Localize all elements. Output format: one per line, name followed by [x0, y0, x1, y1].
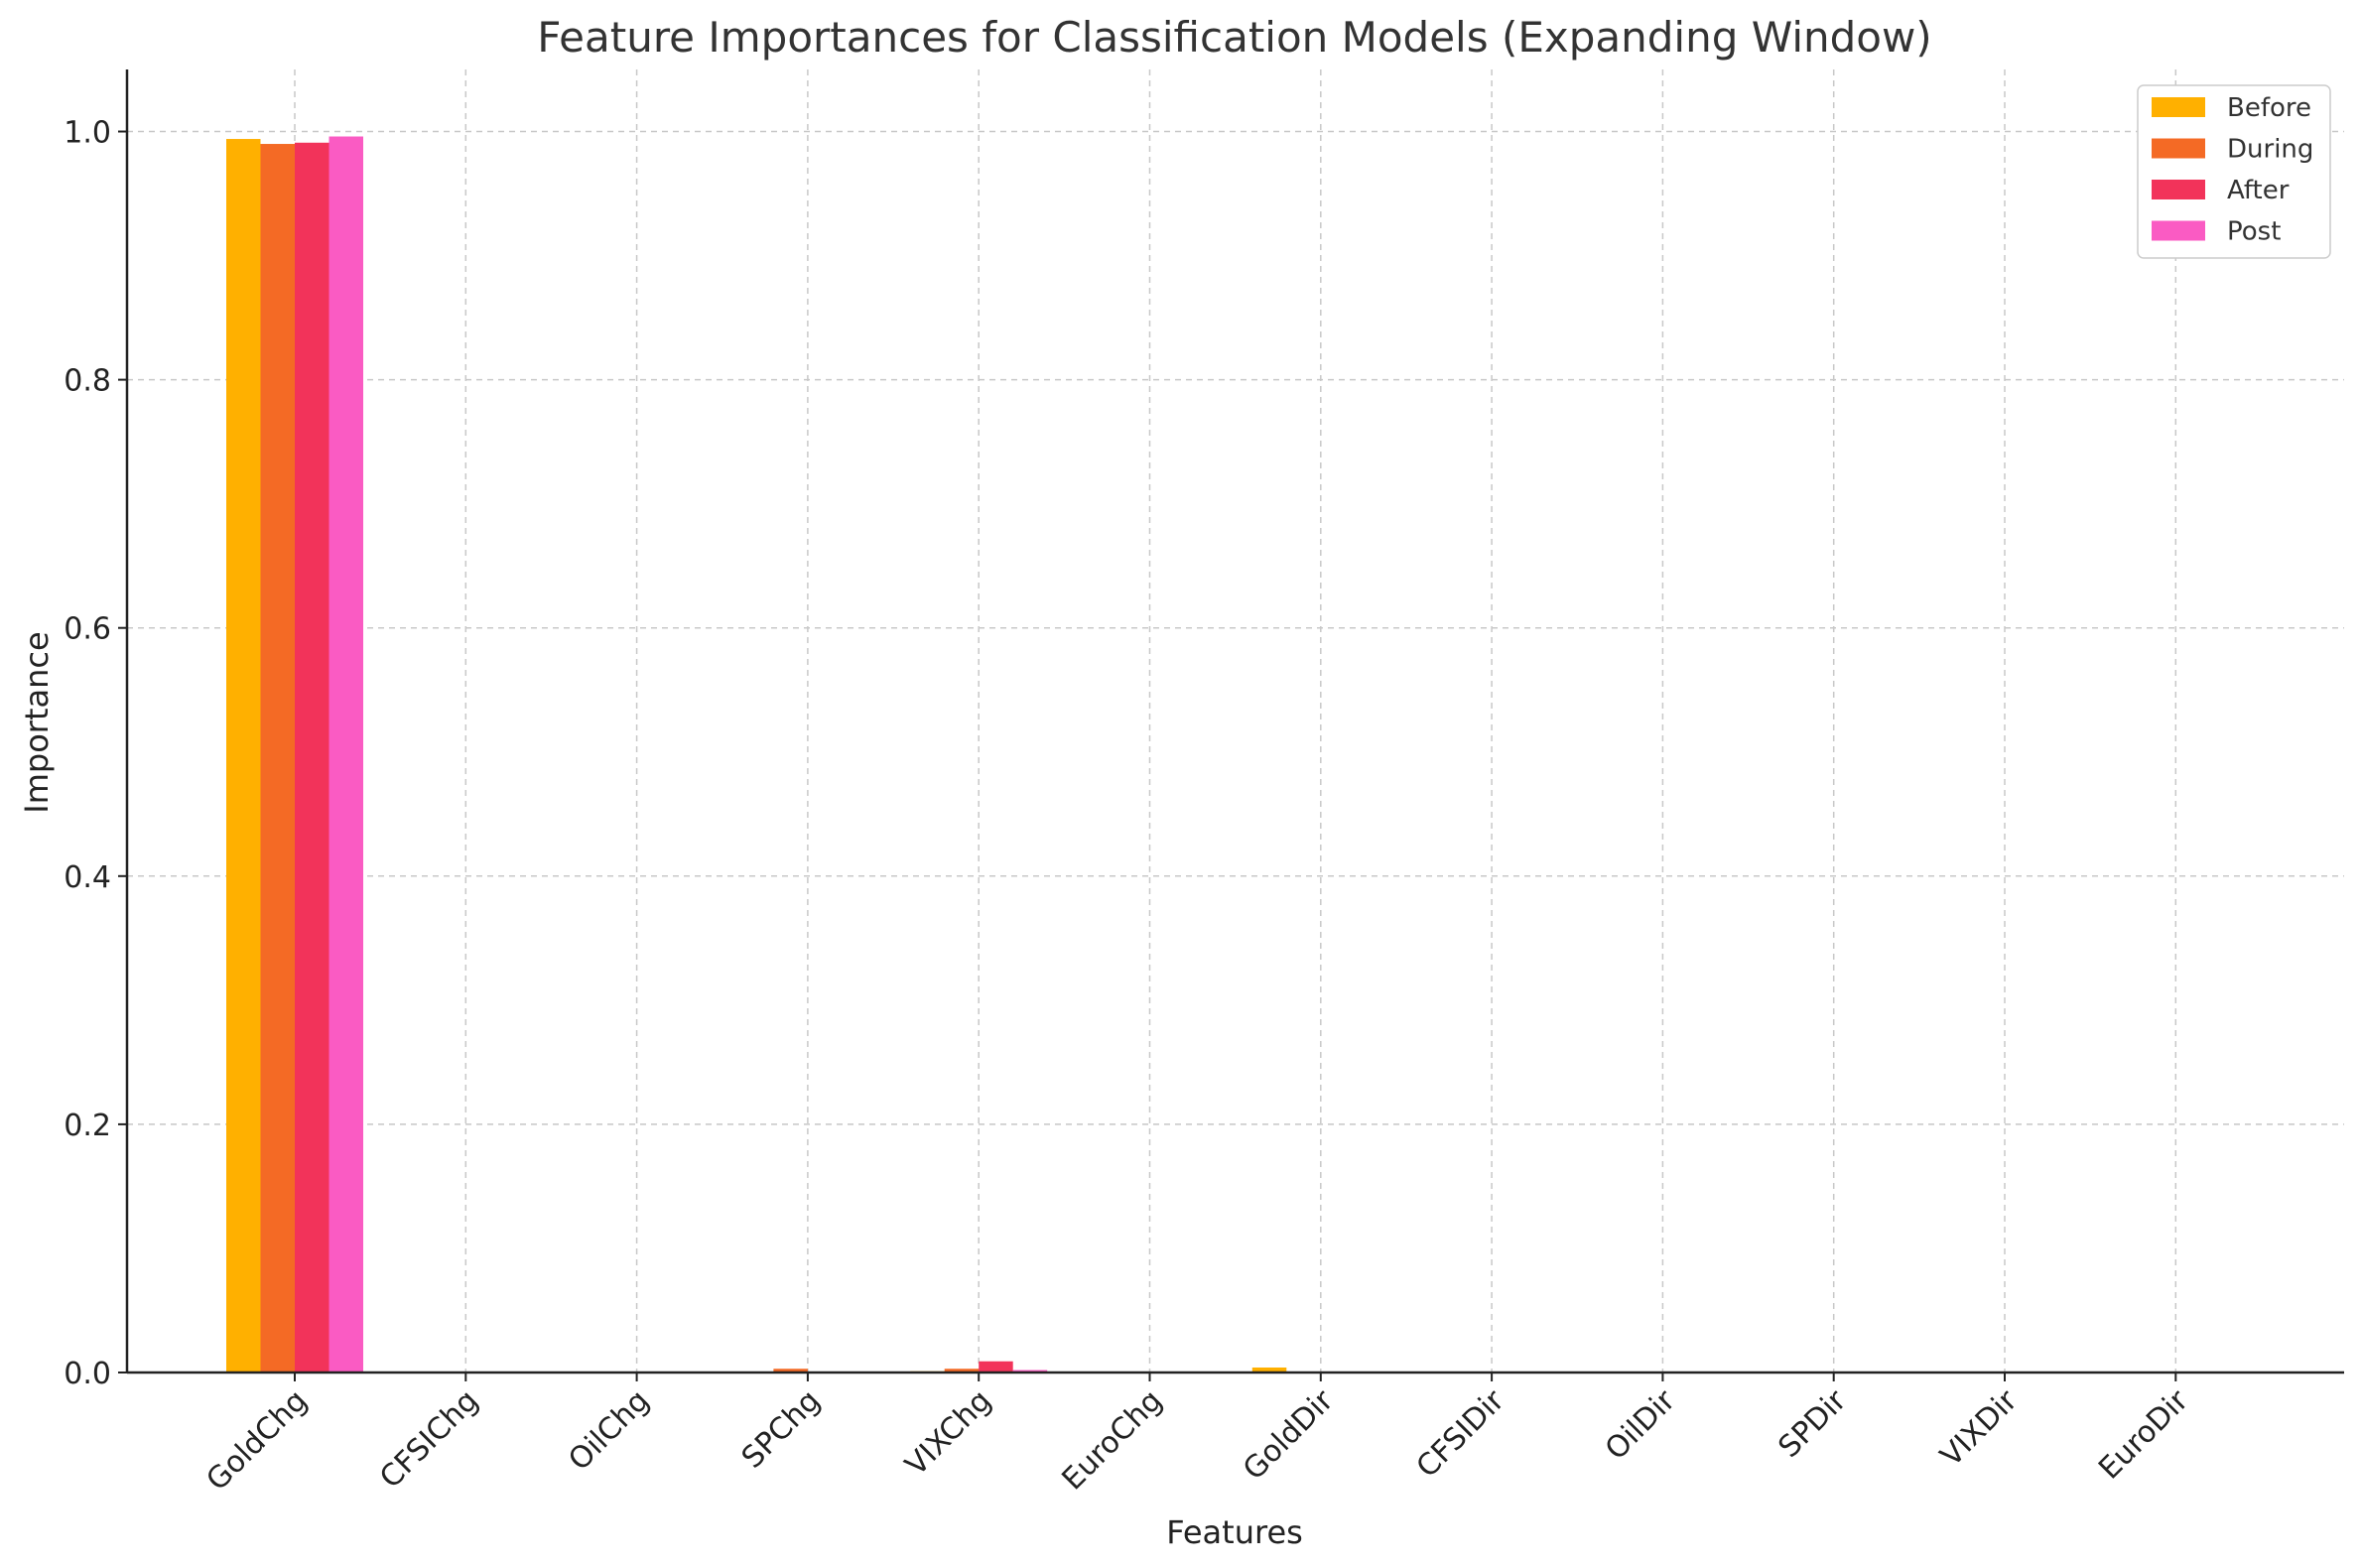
- legend-swatch-during: [2152, 138, 2205, 159]
- x-tick-label: GoldChg: [199, 1383, 314, 1498]
- legend-label-during: During: [2227, 135, 2313, 165]
- y-tick-label: 0.2: [64, 1109, 111, 1143]
- bar-before-goldchg: [226, 139, 261, 1373]
- bar-during-vixchg: [944, 1369, 980, 1372]
- y-tick-label: 0.6: [64, 612, 111, 647]
- legend-label-post: Post: [2227, 217, 2281, 247]
- legend-swatch-post: [2152, 220, 2205, 241]
- legend-label-before: Before: [2227, 93, 2311, 123]
- x-tick-label: SPDir: [1771, 1382, 1853, 1464]
- x-tick-label: EuroChg: [1056, 1383, 1170, 1498]
- legend-swatch-after: [2152, 180, 2205, 199]
- x-tick-label: GoldDir: [1237, 1382, 1341, 1487]
- legend-swatch-before: [2152, 97, 2205, 117]
- bar-during-spchg: [773, 1369, 808, 1372]
- bar-after-goldchg: [295, 142, 329, 1373]
- y-axis-label: Importance: [18, 631, 56, 813]
- y-tick-label: 0.4: [64, 860, 111, 895]
- axes: [125, 69, 2344, 1374]
- x-tick-label: VIXChg: [899, 1383, 998, 1483]
- y-tick-label: 0.8: [64, 364, 111, 399]
- bar-after-vixchg: [979, 1361, 1013, 1372]
- y-tick-label: 0.0: [64, 1357, 111, 1391]
- x-tick-label: CFSIChg: [373, 1383, 485, 1496]
- bar-post-goldchg: [328, 136, 363, 1372]
- y-tick-label: 1.0: [64, 116, 111, 151]
- y-ticks: 0.0 0.2 0.4 0.6 0.8 1.0: [64, 116, 127, 1391]
- bar-post-vixchg: [1012, 1370, 1048, 1372]
- x-tick-label: EuroDir: [2092, 1382, 2195, 1486]
- x-axis-label: Features: [1166, 1513, 1303, 1551]
- x-tick-label: OilDir: [1599, 1382, 1683, 1467]
- legend-box: [2137, 84, 2331, 259]
- legend-label-after: After: [2227, 176, 2290, 205]
- bar-during-goldchg: [260, 144, 295, 1372]
- bars: [226, 136, 1287, 1373]
- x-tick-label: VIXDir: [1934, 1382, 2025, 1473]
- x-ticks: GoldChg CFSIChg OilChg SPChg VIXChg EuroChg Go…: [199, 1372, 2195, 1498]
- x-tick-label: SPChg: [735, 1383, 828, 1476]
- grid-lines: [127, 69, 2344, 1373]
- x-tick-label: CFSIDir: [1410, 1382, 1512, 1485]
- legend: Before During After Post: [2137, 84, 2331, 259]
- x-tick-label: OilChg: [562, 1383, 656, 1478]
- bar-before-golddir: [1251, 1367, 1287, 1372]
- chart-title: Feature Importances for Classification M…: [537, 13, 1931, 62]
